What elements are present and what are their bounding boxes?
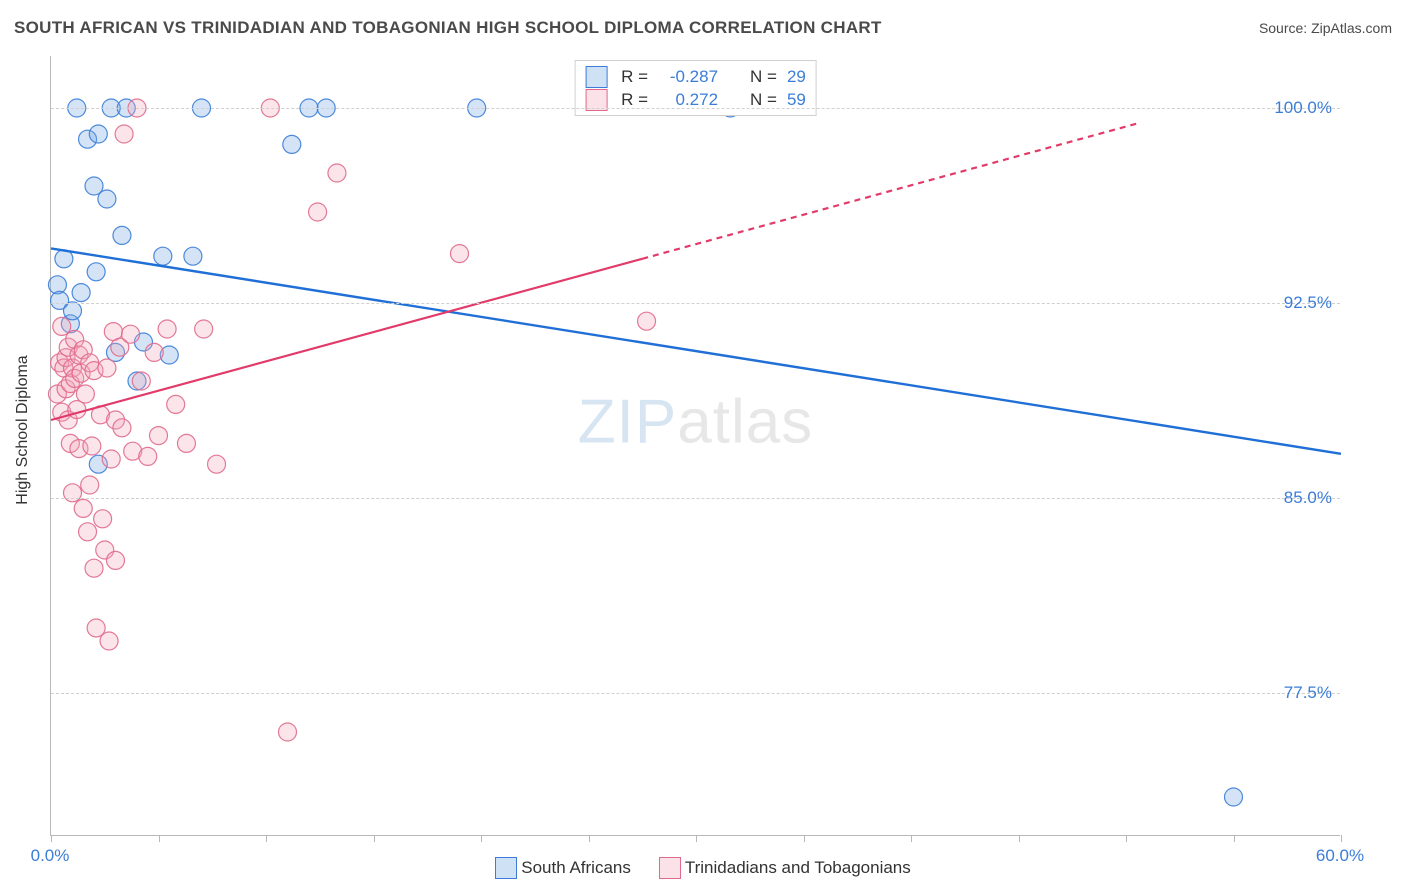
- y-tick-label: 92.5%: [1284, 293, 1332, 313]
- x-tick: [804, 835, 805, 842]
- data-point-tt: [98, 359, 116, 377]
- data-point-tt: [79, 523, 97, 541]
- gridline: [51, 303, 1340, 304]
- data-point-tt: [451, 245, 469, 263]
- legend-swatch-tt: [659, 857, 681, 879]
- x-tick: [696, 835, 697, 842]
- source-label: Source: ZipAtlas.com: [1259, 20, 1392, 36]
- x-tick: [51, 835, 52, 842]
- data-point-tt: [208, 455, 226, 473]
- legend-label-tt: Trinidadians and Tobagonians: [685, 858, 911, 878]
- x-tick-label: 0.0%: [31, 846, 70, 866]
- gridline: [51, 498, 1340, 499]
- gridline: [51, 693, 1340, 694]
- data-point-sa: [113, 226, 131, 244]
- data-point-sa: [72, 284, 90, 302]
- legend-swatch-sa: [585, 66, 607, 88]
- data-point-tt: [74, 499, 92, 517]
- data-point-tt: [145, 343, 163, 361]
- trendline-dashed-tt: [642, 124, 1137, 259]
- data-point-tt: [328, 164, 346, 182]
- chart-svg: [51, 56, 1340, 835]
- y-axis-label: High School Diploma: [14, 355, 32, 504]
- data-point-sa: [89, 125, 107, 143]
- r-value-tt: 0.272: [658, 90, 718, 110]
- legend-stats-row-sa: R = -0.287 N = 29: [585, 65, 806, 88]
- data-point-tt: [115, 125, 133, 143]
- x-tick: [1234, 835, 1235, 842]
- n-label: N =: [750, 67, 777, 87]
- x-tick: [481, 835, 482, 842]
- data-point-tt: [76, 385, 94, 403]
- r-value-sa: -0.287: [658, 67, 718, 87]
- data-point-tt: [85, 559, 103, 577]
- x-tick: [589, 835, 590, 842]
- plot-area: ZIPatlas R =-0.287N =29R =0.272N =59 77.…: [50, 56, 1340, 836]
- data-point-sa: [1225, 788, 1243, 806]
- r-label: R =: [621, 67, 648, 87]
- y-tick-label: 85.0%: [1284, 488, 1332, 508]
- data-point-tt: [139, 447, 157, 465]
- n-value-sa: 29: [787, 67, 806, 87]
- data-point-tt: [100, 632, 118, 650]
- data-point-tt: [107, 551, 125, 569]
- x-tick: [911, 835, 912, 842]
- data-point-tt: [177, 434, 195, 452]
- chart-title: SOUTH AFRICAN VS TRINIDADIAN AND TOBAGON…: [14, 18, 882, 38]
- data-point-sa: [154, 247, 172, 265]
- data-point-tt: [167, 395, 185, 413]
- data-point-tt: [64, 484, 82, 502]
- r-label: R =: [621, 90, 648, 110]
- data-point-tt: [122, 325, 140, 343]
- data-point-sa: [98, 190, 116, 208]
- legend-bottom: South Africans Trinidadians and Tobagonia…: [0, 857, 1406, 884]
- data-point-tt: [279, 723, 297, 741]
- data-point-tt: [102, 450, 120, 468]
- x-tick: [266, 835, 267, 842]
- data-point-tt: [132, 372, 150, 390]
- data-point-tt: [158, 320, 176, 338]
- data-point-sa: [87, 263, 105, 281]
- y-tick-label: 77.5%: [1284, 683, 1332, 703]
- gridline: [51, 108, 1340, 109]
- trendline-sa: [51, 248, 1341, 453]
- y-tick-label: 100.0%: [1274, 98, 1332, 118]
- legend-swatch-sa: [495, 857, 517, 879]
- legend-item-sa: South Africans: [495, 857, 631, 879]
- x-tick: [1019, 835, 1020, 842]
- x-tick-label: 60.0%: [1316, 846, 1364, 866]
- data-point-tt: [195, 320, 213, 338]
- x-tick: [1126, 835, 1127, 842]
- n-value-tt: 59: [787, 90, 806, 110]
- x-tick: [374, 835, 375, 842]
- legend-item-tt: Trinidadians and Tobagonians: [659, 857, 911, 879]
- n-label: N =: [750, 90, 777, 110]
- data-point-tt: [113, 419, 131, 437]
- data-point-tt: [81, 476, 99, 494]
- x-tick: [159, 835, 160, 842]
- data-point-tt: [638, 312, 656, 330]
- data-point-sa: [64, 302, 82, 320]
- data-point-tt: [94, 510, 112, 528]
- x-tick: [1341, 835, 1342, 842]
- legend-label-sa: South Africans: [521, 858, 631, 878]
- data-point-tt: [309, 203, 327, 221]
- data-point-tt: [83, 437, 101, 455]
- data-point-sa: [184, 247, 202, 265]
- data-point-tt: [150, 427, 168, 445]
- data-point-sa: [283, 135, 301, 153]
